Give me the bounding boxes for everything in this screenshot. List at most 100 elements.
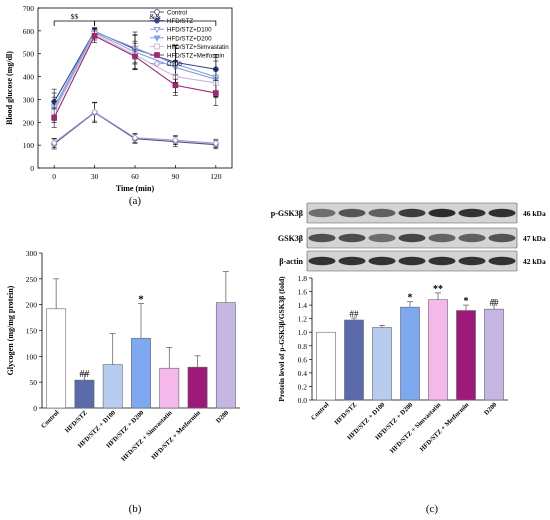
category-label: HFD/STZ + Simvastatin (389, 401, 443, 455)
y-tick-label: 50 (30, 378, 38, 387)
legend-marker (154, 52, 160, 58)
legend-entry: HFD/STZ+Simvastatin (150, 43, 229, 51)
annotation-ampersands: && (149, 12, 161, 21)
y-tick-label: 0.6 (298, 355, 308, 364)
legend-entry: HFD/STZ+D100 (150, 27, 212, 34)
bar (46, 308, 67, 409)
blood-glucose-line-chart: 0 100 200 300 400 500 600 700 0 30 60 90 120 Time (mi… (5, 4, 233, 193)
blot-band (308, 256, 336, 266)
bar (159, 367, 180, 409)
blot-label: p-GSK3β (271, 209, 303, 218)
blot-band (308, 208, 336, 218)
bar (428, 299, 448, 401)
legend-label: Control (167, 10, 187, 17)
x-tick-label: 120 (210, 172, 222, 181)
data-point (50, 139, 58, 147)
y-tick-label: 100 (23, 141, 35, 150)
legend-entry: HFD/STZ+D200 (150, 35, 212, 42)
category-label: D200 (215, 409, 231, 425)
blot-band (428, 208, 456, 218)
y-tick-label: 0 (30, 164, 34, 173)
category-label: HFD/STZ + Metformin (419, 401, 471, 453)
blot-band (458, 208, 486, 218)
y-tick-label: 1.4 (298, 301, 308, 310)
annotation-dollars: $$ (71, 12, 79, 21)
data-point (212, 139, 220, 147)
blot-band (488, 256, 516, 266)
y-tick-label: 400 (23, 73, 35, 82)
category-label: HFD/STZ (64, 409, 89, 434)
blot-kda: 47 kDa (523, 234, 546, 243)
y-axis-title: Glycogen (mg/mg protein) (6, 285, 15, 375)
data-point (172, 82, 179, 89)
blot-band (428, 233, 456, 243)
legend-label: HFD/STZ+D200 (167, 35, 212, 42)
x-tick-label: 90 (172, 172, 180, 181)
bar-group: ## D200 (483, 298, 504, 417)
y-tick-label: 300 (26, 249, 38, 258)
blot-band (308, 233, 336, 243)
legend-entry: HFD/STZ+Metformin (150, 52, 225, 60)
x-tick-label: 60 (131, 172, 139, 181)
y-tick-label: 1.6 (298, 288, 308, 297)
blot-band (338, 208, 366, 218)
significance-mark: * (464, 296, 469, 307)
x-tick-label: 30 (91, 172, 99, 181)
x-axis-title: Time (min) (116, 184, 155, 193)
panel-b-label: (b) (129, 503, 142, 515)
y-tick-label: 100 (26, 352, 38, 361)
y-tick-label: 1.0 (298, 328, 308, 337)
significance-mark: ** (433, 284, 443, 295)
y-tick-label: 1.8 (298, 274, 308, 283)
category-label: HFD/STZ (334, 401, 359, 426)
y-tick-label: 700 (23, 4, 35, 13)
legend-label: HFD/STZ+Metformin (167, 53, 225, 60)
gsk3b-bar-chart: 0.0 0.2 0.4 0.6 0.8 1.0 1.2 1.4 1.6 1.8 Control ## H… (277, 274, 508, 455)
data-point (51, 114, 58, 121)
blot-band (398, 233, 426, 243)
blot-band (488, 233, 516, 243)
y-tick-label: 0 (33, 404, 37, 413)
blot-band (458, 233, 486, 243)
category-label: Control (40, 409, 61, 430)
legend-marker (153, 59, 161, 68)
blot-band (338, 256, 366, 266)
series-d200 (50, 102, 220, 148)
bar (484, 308, 504, 401)
y-tick-label: 0.4 (298, 369, 308, 378)
bar (131, 337, 151, 409)
panel-c-label: (c) (426, 503, 439, 515)
y-axis-title: Protein level of p-GSK3β/GSK3β (fold) (277, 276, 286, 402)
blot-band (398, 256, 426, 266)
y-tick-label: 300 (23, 95, 35, 104)
legend-entry: D200 (150, 59, 182, 68)
legend-marker (154, 17, 160, 24)
category-label: HFD/STZ + Simvastatin (120, 409, 174, 463)
y-tick-label: 0.2 (298, 382, 308, 391)
legend-marker (153, 35, 161, 42)
significance-mark: * (408, 293, 413, 304)
bar (102, 364, 123, 409)
blot-band (338, 233, 366, 243)
series-hfd-stz-metformin (51, 28, 219, 128)
blot-band (368, 256, 396, 266)
category-label: D200 (483, 401, 499, 417)
legend-entry: HFD/STZ (150, 17, 193, 25)
series-hfd-stz-simvastatin (51, 28, 219, 123)
bar-group: D200 (215, 271, 236, 425)
category-label: HFD/STZ + Metformin (150, 409, 202, 461)
data-point (132, 53, 138, 60)
bar (74, 379, 95, 409)
x-tick-label: 0 (52, 172, 56, 181)
bar (344, 319, 364, 401)
bar-group: Control (310, 331, 336, 422)
data-point (91, 108, 98, 116)
bracket-0-30 (53, 20, 95, 26)
category-label: Control (310, 401, 331, 422)
bar (372, 327, 392, 401)
bar (187, 366, 208, 409)
y-tick-label: 250 (26, 275, 38, 284)
y-tick-label: 200 (23, 118, 35, 127)
y-tick-label: 150 (26, 327, 38, 336)
